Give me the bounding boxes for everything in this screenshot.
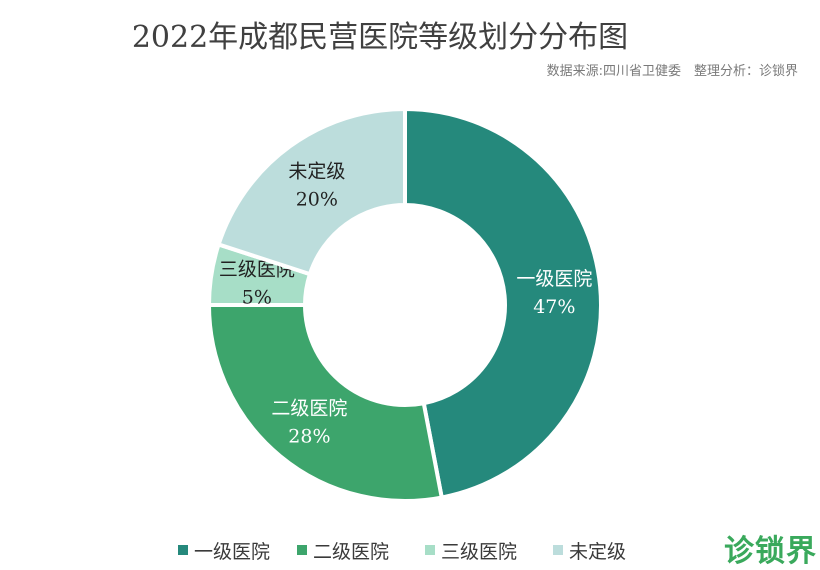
legend-label-second: 二级医院 xyxy=(313,540,390,563)
legend-swatch-third xyxy=(425,545,435,555)
data-source-note: 数据来源:四川省卫健委 整理分析：诊锁界 xyxy=(546,64,798,79)
slice-value-unrated: 20% xyxy=(296,189,338,211)
slice-value-third: 5% xyxy=(242,287,272,309)
slice-first xyxy=(403,106,603,500)
slice-value-first: 47% xyxy=(533,296,575,318)
legend-label-third: 三级医院 xyxy=(441,540,518,563)
legend-item-second: 二级医院 xyxy=(297,538,390,563)
slice-label-unrated: 未定级 xyxy=(288,161,345,183)
slice-unrated xyxy=(216,106,407,277)
brand-logo: 诊锁界 xyxy=(724,534,817,569)
legend-swatch-second xyxy=(297,545,307,555)
chart-title: 2022年成都民营医院等级划分分布图 xyxy=(131,20,629,55)
legend-item-first: 一级医院 xyxy=(178,538,271,563)
legend-swatch-unrated xyxy=(553,545,563,555)
slice-value-second: 28% xyxy=(288,426,330,448)
legend-item-unrated: 未定级 xyxy=(553,538,627,563)
slice-label-second: 二级医院 xyxy=(271,398,347,420)
legend-label-first: 一级医院 xyxy=(194,540,271,563)
legend-swatch-first xyxy=(178,545,188,555)
legend-item-third: 三级医院 xyxy=(425,538,518,563)
legend-label-unrated: 未定级 xyxy=(569,540,627,563)
chart-legend: 一级医院 二级医院 三级医院 未定级 xyxy=(0,538,820,563)
slice-label-first: 一级医院 xyxy=(516,268,592,290)
slice-second xyxy=(206,303,445,503)
